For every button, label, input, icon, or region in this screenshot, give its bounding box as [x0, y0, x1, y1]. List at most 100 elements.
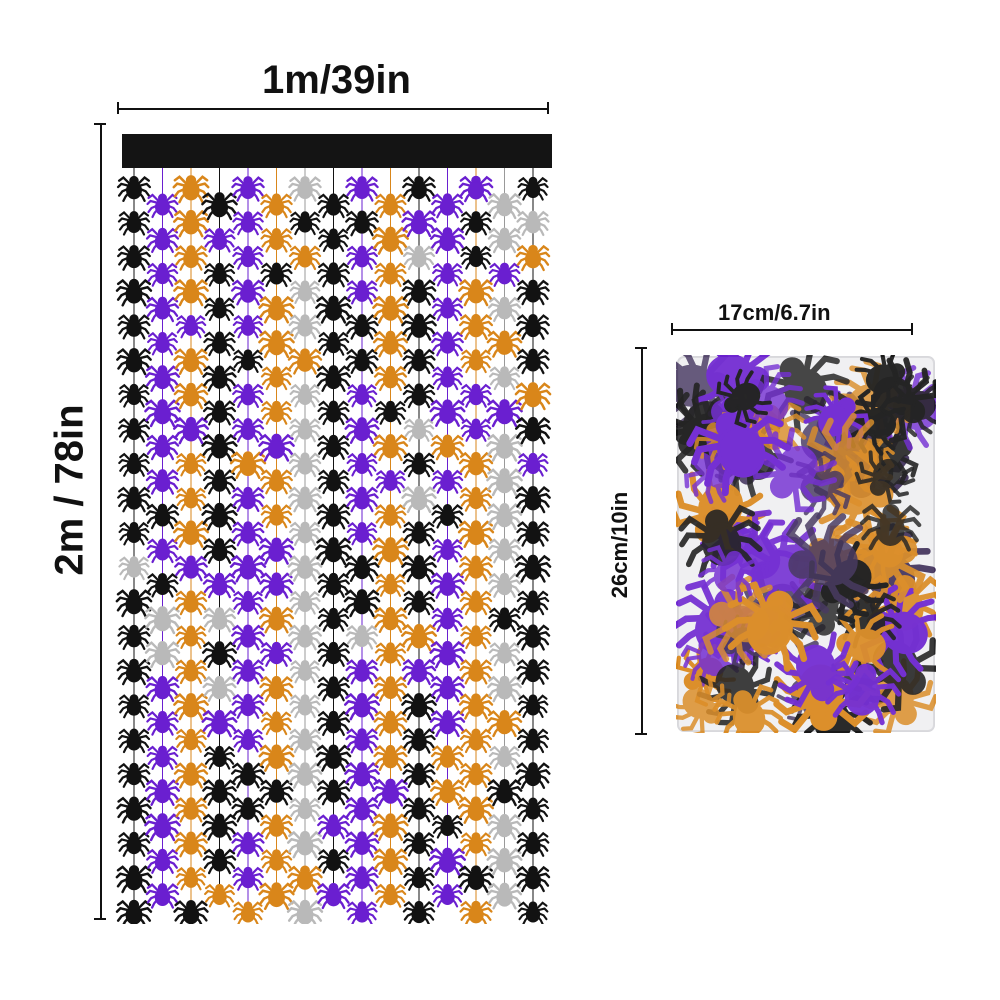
spider-icon — [259, 813, 294, 840]
spider-icon — [317, 399, 350, 426]
spider-icon — [431, 814, 464, 839]
spider-icon — [288, 313, 322, 340]
spider-icon — [429, 640, 466, 669]
spider-icon — [516, 589, 550, 616]
spider-icon — [117, 727, 151, 754]
spider-icon — [117, 624, 151, 651]
spider-icon — [459, 727, 493, 754]
spider-icon — [374, 883, 407, 908]
spider-icon — [145, 502, 180, 530]
spider-icon — [201, 812, 238, 841]
spider-icon — [429, 709, 466, 738]
spider-icon — [174, 554, 208, 582]
spider-icon — [115, 899, 153, 924]
spider-icon — [145, 433, 180, 461]
spider-icon — [145, 295, 180, 323]
spider-icon — [289, 210, 321, 236]
spider-icon — [515, 623, 551, 651]
spider-icon — [145, 227, 180, 254]
spider-icon — [146, 262, 179, 287]
spider-icon — [117, 244, 151, 271]
spider-icon — [231, 623, 265, 651]
spider-icon — [204, 296, 235, 321]
spider-icon — [346, 279, 378, 305]
spider-icon — [202, 675, 237, 703]
spider-icon — [517, 176, 549, 201]
spider-icon — [375, 469, 406, 494]
spider-icon — [259, 675, 294, 703]
spider-icon — [174, 244, 208, 271]
spider-icon — [175, 866, 207, 891]
spider-icon — [232, 245, 264, 270]
spider-icon — [316, 882, 351, 910]
spider-icon — [460, 245, 492, 270]
spider-icon — [260, 192, 293, 219]
spider-icon — [231, 658, 265, 685]
spider-icon — [344, 416, 380, 444]
spider-icon — [174, 830, 208, 858]
spider-icon — [231, 175, 265, 202]
spider-icon — [345, 209, 379, 237]
spider-icon — [317, 572, 350, 598]
spider-icon — [230, 278, 266, 306]
spider-icon — [315, 294, 352, 324]
spider-icon — [487, 192, 522, 220]
spider-icon — [315, 364, 352, 392]
spider-icon — [258, 329, 295, 359]
curtain-width-tick-right — [547, 102, 549, 114]
spider-icon — [260, 503, 293, 529]
spider-icon — [287, 554, 323, 582]
curtain-height-label: 2m / 78in — [47, 404, 92, 576]
spider-icon — [146, 710, 179, 736]
spider-icon — [231, 486, 265, 513]
pack-width-tick-right — [911, 323, 913, 335]
spider-icon — [260, 710, 293, 736]
spider-icon — [374, 503, 407, 529]
curtain-height-line — [100, 124, 102, 919]
spider-icon — [117, 485, 151, 513]
spider-icon — [230, 761, 266, 789]
spider-icon — [317, 641, 350, 667]
curtain-width-label: 1m/39in — [262, 58, 411, 102]
spider-icon — [232, 383, 264, 408]
spider-icon — [144, 812, 181, 842]
curtain-header-strip — [122, 134, 552, 168]
spider-icon — [315, 536, 352, 566]
spider-icon — [402, 382, 436, 409]
pack-width-label: 17cm/6.7in — [718, 300, 831, 325]
spider-icon — [487, 296, 522, 323]
spider-icon — [118, 383, 150, 408]
spider-icon — [173, 761, 209, 789]
spider-icon — [175, 728, 207, 753]
spider-icon — [402, 244, 436, 271]
spider-icon — [488, 745, 521, 770]
spider-icon — [373, 744, 408, 772]
spider-icon — [231, 520, 265, 547]
spider-icon — [459, 762, 493, 789]
spider-icon — [203, 227, 236, 253]
spider-icon — [145, 675, 180, 703]
spider-icon — [345, 313, 379, 340]
spider-icon — [146, 537, 179, 564]
spider-icon — [429, 398, 466, 427]
spider-icon — [372, 812, 409, 842]
spider-icon — [232, 900, 264, 924]
spider-icon — [202, 537, 237, 564]
spider-icon — [488, 537, 521, 564]
spider-icon — [289, 521, 321, 546]
spider-icon — [372, 433, 409, 462]
spider-icon — [431, 607, 464, 632]
spider-icon — [315, 743, 352, 772]
spider-icon — [432, 883, 463, 908]
spider-icon — [344, 796, 380, 824]
packaged-curtain — [676, 355, 936, 733]
spider-icon — [346, 900, 378, 924]
spider-icon — [372, 847, 409, 875]
spider-icon — [374, 641, 407, 667]
spider-icon — [402, 900, 436, 924]
spider-icon — [115, 864, 153, 894]
curtain-strands — [115, 168, 552, 924]
spider-icon — [431, 296, 464, 322]
spider-icon — [146, 848, 179, 874]
spider-icon — [173, 278, 209, 307]
